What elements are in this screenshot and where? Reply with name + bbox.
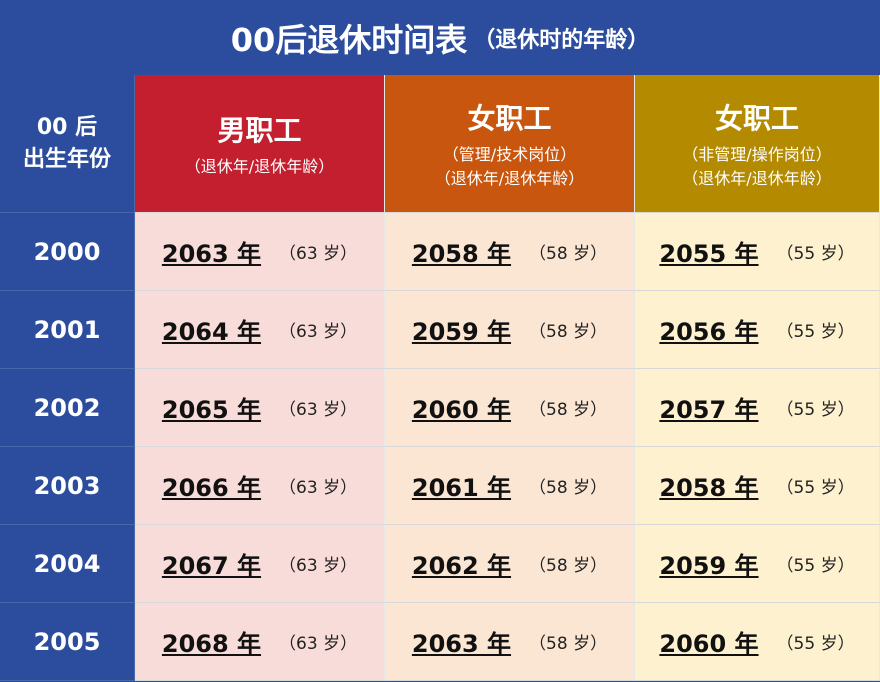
retire-age: （55 岁）	[776, 244, 855, 264]
retire-cell: 2060 年 （58 岁）	[385, 369, 635, 447]
retire-cell: 2068 年 （63 岁）	[135, 603, 385, 681]
retire-cell: 2063 年 （58 岁）	[385, 603, 635, 681]
header-cell: 女职工 （非管理/操作岗位） （退休年/退休年龄）	[635, 75, 880, 213]
birth-year: 2000	[33, 237, 101, 266]
title-bar: 00后退休时间表 （退休时的年龄）	[0, 0, 880, 75]
retire-cell: 2057 年 （55 岁）	[635, 369, 880, 447]
header-note: （非管理/操作岗位）	[682, 144, 832, 164]
retire-year: 2058 年	[411, 240, 512, 268]
retire-age: （55 岁）	[776, 400, 855, 420]
retire-age: （63 岁）	[279, 478, 358, 498]
retire-year: 2064 年	[161, 318, 262, 346]
header-title: 男职工	[217, 113, 302, 147]
retire-cell: 2061 年 （58 岁）	[385, 447, 635, 525]
header-title: 女职工	[467, 101, 552, 135]
retire-cell: 2064 年 （63 岁）	[135, 291, 385, 369]
birth-year-cell: 2000	[0, 213, 135, 291]
retire-cell: 2065 年 （63 岁）	[135, 369, 385, 447]
header-line: 00 后	[36, 114, 98, 140]
birth-year-cell: 2004	[0, 525, 135, 603]
retire-year: 2066 年	[161, 474, 262, 502]
retire-cell: 2058 年 （55 岁）	[635, 447, 880, 525]
birth-year-cell: 2003	[0, 447, 135, 525]
birth-year: 2003	[33, 471, 101, 500]
retire-age: （55 岁）	[776, 322, 855, 342]
retire-cell: 2063 年 （63 岁）	[135, 213, 385, 291]
retire-year: 2068 年	[161, 630, 262, 658]
retire-year: 2063 年	[161, 240, 262, 268]
header-note: （退休年/退休年龄）	[434, 168, 585, 188]
retire-age: （63 岁）	[279, 556, 358, 576]
retire-age: （58 岁）	[529, 244, 608, 264]
retire-age: （63 岁）	[279, 634, 358, 654]
retire-cell: 2062 年 （58 岁）	[385, 525, 635, 603]
retire-year: 2065 年	[161, 396, 262, 424]
retire-cell: 2066 年 （63 岁）	[135, 447, 385, 525]
retire-age: （58 岁）	[529, 322, 608, 342]
header-note: （退休年/退休年龄）	[682, 168, 832, 188]
retire-cell: 2067 年 （63 岁）	[135, 525, 385, 603]
retire-year: 2058 年	[659, 474, 759, 502]
birth-year: 2001	[33, 315, 101, 344]
table: 00 后出生年份 男职工 （退休年/退休年龄） 女职工 （管理/技术岗位） （退休年/退休…	[0, 75, 880, 681]
header-note: （退休年/退休年龄）	[184, 156, 335, 176]
retire-year: 2059 年	[659, 552, 759, 580]
retire-age: （55 岁）	[776, 556, 855, 576]
birth-year-cell: 2005	[0, 603, 135, 681]
retire-age: （55 岁）	[776, 634, 855, 654]
birth-year: 2002	[33, 393, 101, 422]
retire-year: 2059 年	[411, 318, 512, 346]
retire-cell: 2059 年 （58 岁）	[385, 291, 635, 369]
birth-year: 2004	[33, 549, 101, 578]
retire-year: 2062 年	[411, 552, 512, 580]
birth-year: 2005	[33, 627, 101, 656]
retire-cell: 2056 年 （55 岁）	[635, 291, 880, 369]
retire-age: （63 岁）	[279, 400, 358, 420]
header-cell: 男职工 （退休年/退休年龄）	[135, 75, 385, 213]
retire-year: 2056 年	[659, 318, 759, 346]
retire-age: （58 岁）	[529, 478, 608, 498]
retire-cell: 2060 年 （55 岁）	[635, 603, 880, 681]
retire-year: 2060 年	[411, 396, 512, 424]
retire-year: 2067 年	[161, 552, 262, 580]
retire-age: （58 岁）	[529, 634, 608, 654]
retire-cell: 2058 年 （58 岁）	[385, 213, 635, 291]
retire-year: 2060 年	[659, 630, 759, 658]
retire-year: 2055 年	[659, 240, 759, 268]
retire-year: 2063 年	[411, 630, 512, 658]
retire-age: （58 岁）	[529, 400, 608, 420]
birth-year-cell: 2001	[0, 291, 135, 369]
header-title: 女职工	[714, 101, 799, 135]
retire-year: 2061 年	[411, 474, 512, 502]
retire-age: （58 岁）	[529, 556, 608, 576]
subtitle: （退休时的年龄）	[473, 27, 650, 53]
retire-age: （63 岁）	[279, 322, 358, 342]
header-line: 出生年份	[22, 146, 111, 172]
header-note: （管理/技术岗位）	[442, 144, 577, 164]
retire-cell: 2055 年 （55 岁）	[635, 213, 880, 291]
retire-age: （63 岁）	[279, 244, 358, 264]
header-cell: 00 后出生年份	[0, 75, 135, 213]
retire-age: （55 岁）	[776, 478, 855, 498]
header-cell: 女职工 （管理/技术岗位） （退休年/退休年龄）	[385, 75, 635, 213]
retire-year: 2057 年	[659, 396, 759, 424]
birth-year-cell: 2002	[0, 369, 135, 447]
retire-cell: 2059 年 （55 岁）	[635, 525, 880, 603]
title: 00后退休时间表	[230, 20, 468, 59]
